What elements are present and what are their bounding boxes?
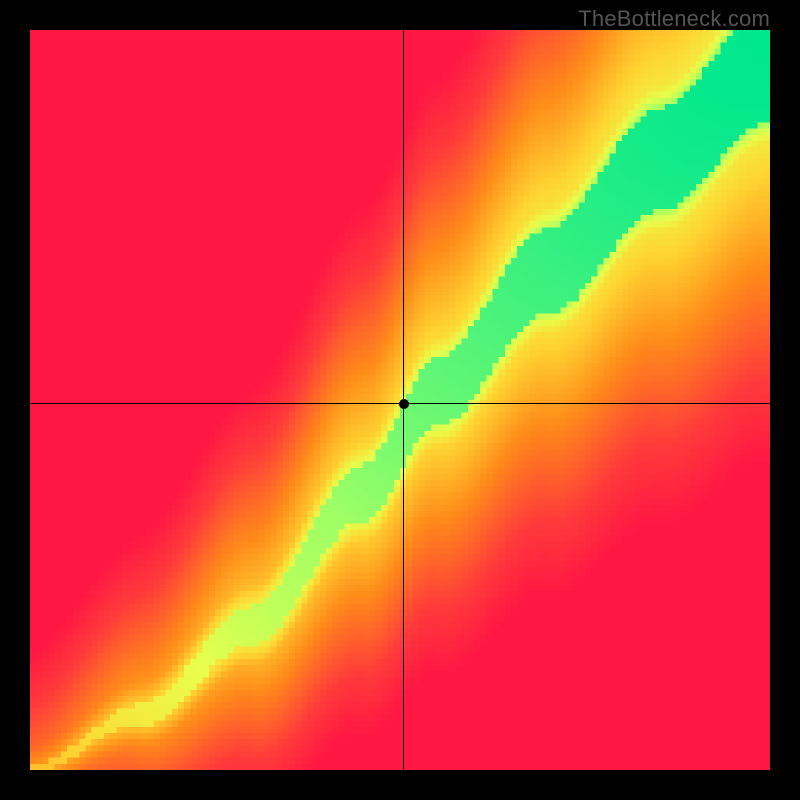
crosshair-dot <box>399 399 409 409</box>
watermark-text: TheBottleneck.com <box>578 6 770 32</box>
